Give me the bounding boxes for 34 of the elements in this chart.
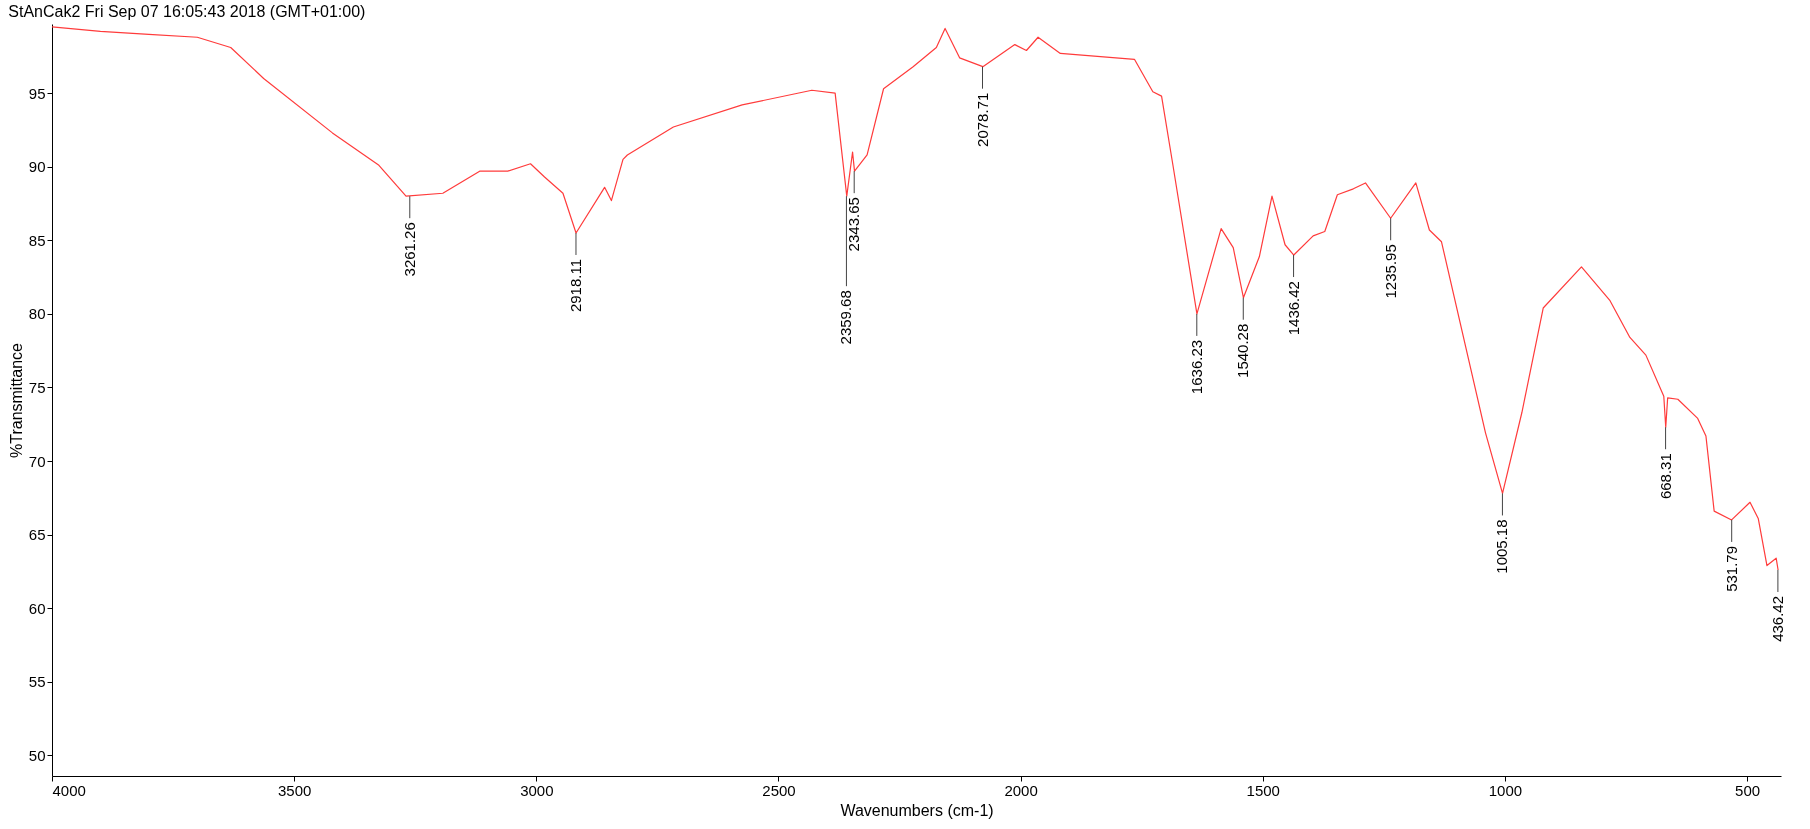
y-tick-label: 60 xyxy=(28,599,46,617)
y-tick-label: 70 xyxy=(28,452,46,470)
annotation: 1436.42 xyxy=(1284,281,1302,336)
annotation: 2918.11 xyxy=(566,258,584,313)
x-tick-label: 500 xyxy=(1735,781,1761,799)
annotation: 2343.65 xyxy=(845,197,863,252)
y-tick-label: 55 xyxy=(28,673,46,691)
annotation: 1235.95 xyxy=(1381,244,1399,299)
x-tick-label: 4000 xyxy=(52,781,86,799)
annotation: 2078.71 xyxy=(973,92,991,147)
y-tick-label: 65 xyxy=(28,526,46,544)
x-tick-label: 1000 xyxy=(1488,781,1523,799)
x-tick-label: 2500 xyxy=(762,781,796,799)
annotation: 3261.26 xyxy=(400,222,418,277)
x-tick-label: 3000 xyxy=(520,781,554,799)
annotation: 2359.68 xyxy=(837,290,855,345)
annotation: 436.42 xyxy=(1768,595,1786,642)
y-tick-label: 85 xyxy=(28,231,46,249)
annotation: 668.31 xyxy=(1656,453,1674,500)
x-tick-label: 3500 xyxy=(277,781,312,799)
y-tick-label: 50 xyxy=(28,746,46,764)
x-tick-label: 2000 xyxy=(1004,781,1038,799)
annotation: 531.79 xyxy=(1722,545,1740,592)
y-tick-label: 95 xyxy=(28,84,46,102)
y-tick-label: 90 xyxy=(28,158,46,176)
annotation: 1005.18 xyxy=(1493,519,1511,574)
x-tick-label: 1500 xyxy=(1246,781,1280,799)
annotation: 1540.28 xyxy=(1234,323,1252,378)
x-axis-title: Wavenumbers (cm-1) xyxy=(840,801,994,819)
chart-title: StAnCak2 Fri Sep 07 16:05:43 2018 (GMT+01:00) xyxy=(8,3,366,20)
y-tick-label: 80 xyxy=(28,305,46,323)
y-axis-title: %Transmittance xyxy=(7,342,25,458)
y-tick-label: 75 xyxy=(28,378,46,396)
annotation: 1636.23 xyxy=(1187,339,1205,395)
